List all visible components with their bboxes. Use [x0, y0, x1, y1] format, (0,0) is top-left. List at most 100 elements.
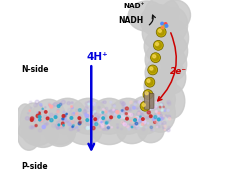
- Circle shape: [134, 117, 136, 120]
- Ellipse shape: [98, 121, 101, 124]
- Ellipse shape: [137, 111, 139, 112]
- Circle shape: [78, 109, 81, 112]
- Ellipse shape: [146, 111, 149, 113]
- Circle shape: [160, 22, 163, 25]
- Circle shape: [132, 106, 135, 109]
- Circle shape: [130, 120, 131, 121]
- Circle shape: [161, 26, 163, 29]
- Circle shape: [38, 115, 41, 118]
- Circle shape: [156, 27, 165, 37]
- Ellipse shape: [156, 116, 159, 119]
- Ellipse shape: [160, 84, 184, 118]
- Ellipse shape: [152, 129, 154, 131]
- Ellipse shape: [130, 105, 133, 108]
- Ellipse shape: [163, 129, 165, 130]
- Circle shape: [155, 43, 158, 46]
- Ellipse shape: [120, 101, 123, 104]
- Ellipse shape: [112, 109, 114, 111]
- Ellipse shape: [112, 110, 114, 111]
- Circle shape: [49, 104, 50, 105]
- Ellipse shape: [135, 117, 137, 120]
- Ellipse shape: [160, 0, 190, 30]
- Circle shape: [54, 116, 57, 119]
- Ellipse shape: [151, 108, 153, 110]
- Ellipse shape: [35, 100, 39, 104]
- Circle shape: [146, 111, 150, 114]
- Circle shape: [162, 106, 164, 108]
- Ellipse shape: [61, 100, 65, 104]
- Ellipse shape: [142, 120, 145, 124]
- Circle shape: [125, 107, 128, 110]
- Ellipse shape: [142, 16, 178, 50]
- Ellipse shape: [88, 103, 89, 105]
- FancyArrowPatch shape: [157, 33, 176, 101]
- Ellipse shape: [84, 127, 86, 128]
- Ellipse shape: [84, 112, 86, 114]
- Ellipse shape: [140, 106, 141, 108]
- Ellipse shape: [127, 110, 129, 112]
- Ellipse shape: [160, 110, 162, 111]
- Ellipse shape: [133, 119, 135, 121]
- Ellipse shape: [30, 126, 34, 129]
- Ellipse shape: [105, 128, 108, 130]
- Circle shape: [39, 114, 40, 115]
- Ellipse shape: [133, 103, 136, 105]
- Ellipse shape: [68, 108, 71, 112]
- Ellipse shape: [121, 102, 125, 106]
- Ellipse shape: [137, 117, 139, 120]
- Ellipse shape: [161, 123, 162, 125]
- Ellipse shape: [155, 111, 157, 112]
- Ellipse shape: [166, 129, 169, 132]
- Ellipse shape: [92, 120, 126, 145]
- Circle shape: [79, 121, 81, 124]
- Circle shape: [42, 125, 45, 129]
- Ellipse shape: [120, 114, 121, 115]
- Ellipse shape: [49, 105, 50, 106]
- Ellipse shape: [144, 57, 176, 89]
- Ellipse shape: [22, 121, 52, 146]
- Circle shape: [40, 119, 43, 122]
- Ellipse shape: [45, 120, 75, 146]
- Circle shape: [91, 124, 93, 125]
- Ellipse shape: [159, 114, 162, 117]
- Circle shape: [91, 126, 95, 130]
- Circle shape: [59, 103, 61, 106]
- Ellipse shape: [56, 117, 58, 118]
- Circle shape: [39, 104, 42, 106]
- Ellipse shape: [88, 101, 91, 104]
- Ellipse shape: [167, 102, 168, 103]
- Ellipse shape: [126, 126, 128, 128]
- Ellipse shape: [142, 120, 145, 124]
- Ellipse shape: [139, 121, 141, 122]
- Ellipse shape: [166, 100, 170, 104]
- Circle shape: [155, 42, 161, 48]
- Ellipse shape: [160, 61, 185, 94]
- Ellipse shape: [89, 126, 91, 129]
- Ellipse shape: [103, 101, 106, 104]
- Ellipse shape: [116, 124, 118, 125]
- Ellipse shape: [97, 114, 100, 116]
- Ellipse shape: [45, 107, 46, 108]
- Ellipse shape: [150, 106, 153, 109]
- Text: 4H⁺: 4H⁺: [86, 53, 108, 63]
- Ellipse shape: [163, 21, 188, 55]
- Circle shape: [162, 25, 165, 28]
- Circle shape: [84, 113, 86, 116]
- Text: N-side: N-side: [21, 65, 49, 74]
- Ellipse shape: [51, 105, 54, 108]
- Ellipse shape: [128, 96, 161, 134]
- Ellipse shape: [105, 110, 109, 113]
- Circle shape: [149, 67, 152, 70]
- Ellipse shape: [113, 105, 115, 107]
- Ellipse shape: [29, 101, 32, 103]
- Circle shape: [138, 119, 141, 122]
- Ellipse shape: [58, 119, 61, 122]
- Ellipse shape: [124, 105, 126, 107]
- Ellipse shape: [69, 123, 72, 126]
- Circle shape: [30, 119, 33, 121]
- Ellipse shape: [150, 129, 152, 131]
- Ellipse shape: [61, 118, 64, 121]
- Ellipse shape: [124, 117, 127, 120]
- Ellipse shape: [87, 113, 90, 116]
- Ellipse shape: [20, 103, 47, 137]
